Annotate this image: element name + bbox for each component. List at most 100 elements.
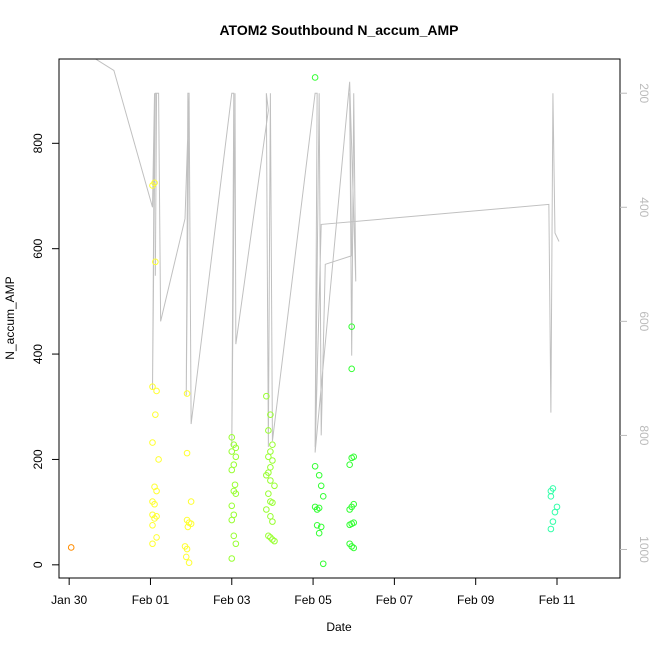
scatter-point [232, 490, 240, 498]
scatter-series-0 [67, 544, 75, 551]
scatter-point [67, 544, 75, 551]
scatter-point [265, 453, 272, 461]
scatter-point [230, 511, 238, 519]
scatter-point [346, 506, 353, 513]
line-series [94, 59, 560, 453]
scatter-point [149, 540, 156, 548]
scatter-point [183, 390, 191, 397]
scatter-series-4 [547, 485, 561, 533]
x-axis-label: Date [326, 620, 352, 634]
scatter-point [153, 513, 160, 520]
scatter-point [232, 453, 240, 461]
y2-tick-label: 400 [637, 197, 650, 217]
scatter-point [315, 471, 323, 479]
secondary-y-axis: 200 400 600 800 1000 [620, 83, 650, 563]
scatter-point [319, 493, 327, 500]
y-tick-label: 800 [31, 133, 45, 153]
scatter-point [547, 493, 555, 500]
plot-area [67, 59, 561, 568]
scatter-point [553, 503, 561, 511]
scatter-point [350, 544, 358, 552]
scatter-series-1 [149, 179, 195, 567]
y-axis-label: N_accum_AMP [3, 276, 17, 359]
scatter-point [263, 392, 270, 400]
scatter-series-2 [228, 392, 278, 562]
scatter-point [269, 441, 276, 448]
plot-frame [58, 58, 621, 579]
scatter-point [183, 449, 191, 457]
scatter-point [267, 534, 274, 541]
scatter-point [153, 487, 160, 495]
scatter-point [267, 411, 274, 418]
scatter-point [319, 560, 327, 568]
y-tick-label: 0 [31, 561, 45, 568]
y-axis: 0 200 400 600 800 [31, 133, 59, 568]
scatter-point [348, 454, 356, 462]
scatter-point [317, 523, 325, 531]
scatter-point [348, 365, 356, 373]
scatter-point [228, 448, 236, 455]
x-tick-label: Feb 01 [132, 593, 170, 607]
scatter-series-3 [311, 74, 358, 568]
x-tick-label: Feb 03 [213, 593, 251, 607]
y2-tick-label: 1000 [637, 536, 650, 563]
scatter-point [152, 411, 159, 418]
scatter-point [153, 534, 160, 541]
y2-tick-label: 200 [637, 83, 650, 103]
scatter-point [549, 518, 557, 525]
scatter-point [265, 532, 272, 540]
scatter-point [187, 498, 195, 505]
scatter-points-layer [67, 74, 561, 568]
scatter-point [228, 555, 236, 562]
scatter-point [348, 543, 356, 550]
scatter-point [228, 502, 236, 510]
scatter-point [271, 537, 278, 545]
scatter-point [263, 471, 270, 479]
scatter-point [232, 540, 240, 548]
scatter-point [313, 506, 321, 513]
scatter-point [265, 427, 272, 434]
scatter-point [185, 559, 193, 567]
scatter-point [271, 482, 278, 490]
y-tick-label: 200 [31, 449, 45, 469]
y2-tick-label: 600 [637, 311, 650, 331]
scatter-point [348, 323, 356, 330]
scatter-point [151, 179, 158, 187]
scatter-point [265, 490, 272, 498]
scatter-point [232, 444, 240, 452]
scatter-point [267, 513, 274, 520]
scatter-point [182, 553, 190, 561]
scatter-point [183, 545, 191, 553]
scatter-point [269, 536, 276, 543]
x-tick-label: Feb 07 [376, 593, 414, 607]
scatter-point [228, 516, 236, 524]
scatter-point [228, 466, 236, 474]
scatter-point [315, 504, 323, 512]
scatter-point [151, 500, 158, 508]
line-series-layer [94, 59, 560, 453]
chart-title: ATOM2 Southbound N_accum_AMP [219, 22, 458, 38]
scatter-point [153, 387, 160, 395]
scatter-point [311, 463, 319, 470]
scatter-point [267, 448, 274, 455]
y-tick-label: 400 [31, 344, 45, 364]
scatter-point [149, 439, 156, 446]
scatter-point [151, 515, 158, 522]
scatter-point [230, 461, 238, 469]
scatter-point [346, 461, 353, 469]
scatter-point [313, 522, 321, 529]
scatter-point [269, 499, 276, 506]
x-tick-label: Feb 11 [539, 593, 576, 607]
scatter-point [551, 508, 559, 516]
scatter-point [267, 464, 274, 471]
scatter-point [263, 506, 270, 513]
scatter-point [231, 481, 239, 489]
scatter-point [317, 482, 325, 490]
scatter-point [269, 518, 276, 525]
y-tick-label: 600 [31, 238, 45, 258]
scatter-point [149, 522, 156, 529]
scatter-point [547, 525, 555, 533]
scatter-point [315, 529, 323, 537]
scatter-point [346, 521, 353, 529]
